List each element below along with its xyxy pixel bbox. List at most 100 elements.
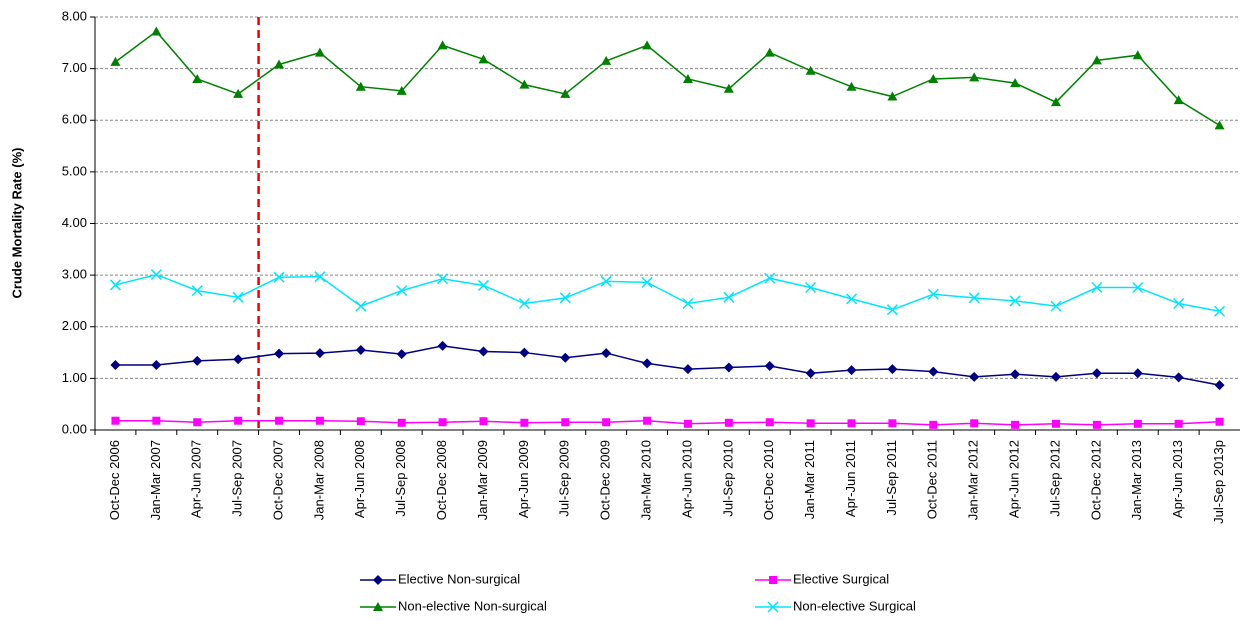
- series-line: [115, 345, 1220, 386]
- data-point: [438, 418, 447, 427]
- data-point: [314, 271, 326, 283]
- data-point: [109, 279, 121, 291]
- data-point: [478, 54, 489, 64]
- data-point: [437, 340, 448, 351]
- data-point: [968, 292, 980, 304]
- data-point: [355, 81, 366, 91]
- y-tick-label: 1.00: [62, 370, 87, 385]
- data-point: [723, 291, 735, 303]
- data-point: [152, 416, 161, 425]
- data-point: [969, 371, 980, 382]
- legend-label: Elective Surgical: [793, 571, 889, 586]
- data-point: [765, 418, 774, 427]
- x-tick-label: Jul-Sep 2012: [1047, 440, 1062, 517]
- data-point: [518, 297, 530, 310]
- data-point: [764, 272, 776, 284]
- data-point: [927, 288, 939, 300]
- data-point: [1051, 419, 1060, 428]
- data-point: [274, 59, 285, 69]
- x-tick-label: Apr-Jun 2008: [352, 440, 367, 518]
- data-point: [275, 416, 284, 425]
- x-tick-label: Apr-Jun 2011: [843, 440, 858, 517]
- data-point: [1091, 55, 1102, 65]
- data-point: [888, 419, 897, 428]
- legend-label: Non-elective Non-surgical: [398, 598, 547, 613]
- series-line: [114, 30, 1220, 127]
- data-point: [397, 418, 406, 427]
- y-tick-label: 4.00: [62, 215, 87, 230]
- data-point: [1010, 78, 1021, 88]
- data-point: [683, 419, 692, 428]
- series-line: [115, 419, 1220, 426]
- data-point: [1173, 297, 1185, 310]
- data-point: [1010, 369, 1021, 380]
- data-point: [151, 359, 162, 370]
- x-tick-label: Jan-Mar 2013: [1129, 440, 1144, 520]
- data-point: [355, 300, 367, 312]
- x-tick-label: Oct-Dec 2010: [761, 440, 776, 520]
- y-tick-label: 3.00: [62, 267, 87, 282]
- data-point: [274, 348, 285, 359]
- x-tick-label: Jan-Mar 2012: [966, 440, 981, 520]
- data-point: [1214, 305, 1226, 317]
- data-point: [561, 418, 570, 427]
- data-point: [887, 91, 898, 101]
- data-point: [110, 359, 121, 370]
- data-point: [1132, 368, 1143, 379]
- y-axis-label: Crude Mortality Rate (%): [9, 148, 24, 299]
- data-point: [602, 418, 611, 427]
- data-point: [600, 275, 612, 287]
- data-point: [970, 419, 979, 428]
- x-tick-label: Oct-Dec 2012: [1088, 440, 1103, 520]
- data-point: [682, 364, 693, 375]
- data-point: [232, 291, 244, 303]
- data-point: [769, 576, 777, 584]
- data-point: [110, 56, 121, 66]
- y-tick-label: 7.00: [62, 60, 87, 75]
- data-point: [437, 273, 449, 285]
- data-point: [1173, 95, 1184, 105]
- data-point: [1132, 281, 1144, 294]
- data-point: [642, 40, 653, 50]
- data-point: [724, 418, 733, 427]
- data-point: [1009, 295, 1021, 307]
- data-point: [559, 292, 571, 304]
- x-tick-label: Oct-Dec 2007: [270, 440, 285, 520]
- data-point: [233, 354, 244, 365]
- data-point: [355, 344, 366, 355]
- data-point: [682, 73, 693, 83]
- data-point: [314, 348, 325, 359]
- data-point: [601, 348, 612, 359]
- data-point: [150, 269, 162, 281]
- data-point: [373, 575, 383, 585]
- data-point: [805, 368, 816, 379]
- data-point: [519, 79, 530, 89]
- data-point: [315, 416, 324, 425]
- data-point: [1214, 380, 1225, 391]
- data-point: [1214, 120, 1225, 130]
- data-point: [846, 365, 857, 376]
- data-point: [1133, 419, 1142, 428]
- data-point: [846, 81, 857, 91]
- x-tick-label: Jan-Mar 2008: [311, 440, 326, 520]
- data-point: [601, 55, 612, 65]
- data-point: [969, 72, 980, 82]
- y-tick-label: 0.00: [62, 421, 87, 436]
- data-point: [1132, 50, 1143, 60]
- data-point: [847, 419, 856, 428]
- y-tick-label: 8.00: [62, 8, 87, 23]
- data-point: [519, 347, 530, 358]
- data-point: [373, 602, 383, 611]
- data-point: [356, 417, 365, 426]
- data-point: [192, 73, 203, 83]
- data-point: [560, 352, 571, 363]
- data-point: [478, 346, 489, 357]
- data-point: [806, 419, 815, 428]
- data-point: [560, 88, 571, 98]
- data-point: [437, 40, 448, 50]
- y-tick-label: 5.00: [62, 163, 87, 178]
- x-tick-label: Apr-Jun 2013: [1170, 440, 1185, 518]
- data-point: [805, 281, 817, 294]
- x-tick-label: Jul-Sep 2010: [720, 440, 735, 517]
